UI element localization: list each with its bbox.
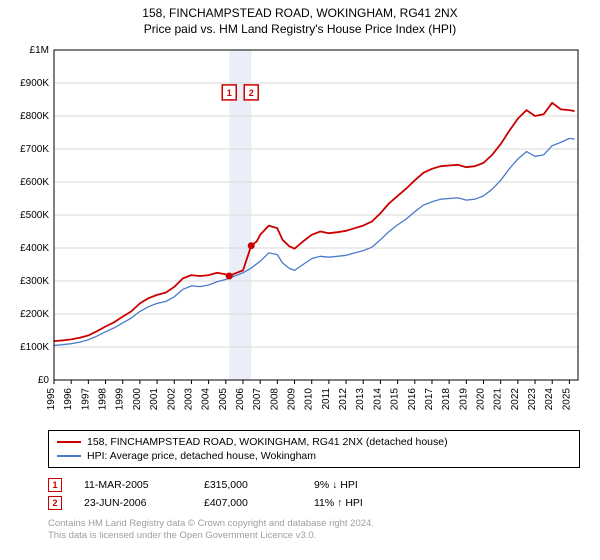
title-sub: Price paid vs. HM Land Registry's House … [0,22,600,36]
line-chart: £0 £100K £200K £300K £400K £500K £600K £700K £80… [10,44,590,424]
svg-text:2003: 2003 [183,388,194,411]
svg-text:2020: 2020 [476,388,487,411]
svg-text:2004: 2004 [201,388,212,411]
sale-marker: 2 [48,496,62,510]
svg-text:2024: 2024 [544,388,555,411]
sale-row: 1 11-MAR-2005£315,0009% ↓ HPI [48,476,580,494]
legend-swatch [57,441,81,443]
svg-text:2025: 2025 [561,388,572,411]
svg-text:2014: 2014 [372,388,383,411]
svg-text:£700K: £700K [20,144,49,155]
svg-text:2: 2 [249,88,254,98]
svg-text:2015: 2015 [390,388,401,411]
svg-text:2019: 2019 [458,388,469,411]
footer: Contains HM Land Registry data © Crown c… [48,518,580,543]
svg-text:£300K: £300K [20,276,49,287]
svg-text:2009: 2009 [287,388,298,411]
sale-row: 2 23-JUN-2006£407,00011% ↑ HPI [48,494,580,512]
sale-diff: 11% ↑ HPI [314,497,414,509]
svg-text:2018: 2018 [441,388,452,411]
legend: 158, FINCHAMPSTEAD ROAD, WOKINGHAM, RG41… [48,430,580,468]
sale-diff: 9% ↓ HPI [314,479,414,491]
svg-text:2005: 2005 [218,388,229,411]
svg-text:1997: 1997 [80,388,91,411]
svg-text:2012: 2012 [338,388,349,411]
svg-text:2022: 2022 [510,388,521,411]
legend-swatch [57,455,81,457]
svg-text:2013: 2013 [355,388,366,411]
chart-container: { "title_main": "158, FINCHAMPSTEAD ROAD… [0,0,600,560]
legend-item: HPI: Average price, detached house, Woki… [57,449,571,463]
svg-text:2006: 2006 [235,388,246,411]
sale-marker: 1 [48,478,62,492]
svg-text:£600K: £600K [20,177,49,188]
svg-text:1998: 1998 [98,388,109,411]
legend-label: HPI: Average price, detached house, Woki… [87,450,316,462]
title-main: 158, FINCHAMPSTEAD ROAD, WOKINGHAM, RG41… [0,6,600,20]
chart-area: £0 £100K £200K £300K £400K £500K £600K £700K £80… [10,44,590,424]
sale-price: £407,000 [204,497,314,509]
legend-item: 158, FINCHAMPSTEAD ROAD, WOKINGHAM, RG41… [57,435,571,449]
svg-text:2001: 2001 [149,388,160,411]
svg-text:2017: 2017 [424,388,435,411]
svg-text:£200K: £200K [20,309,49,320]
titles: 158, FINCHAMPSTEAD ROAD, WOKINGHAM, RG41… [0,0,600,36]
footer-line-2: This data is licensed under the Open Gov… [48,530,580,542]
svg-text:2000: 2000 [132,388,143,411]
svg-text:2021: 2021 [493,388,504,411]
sales-list: 1 11-MAR-2005£315,0009% ↓ HPI 2 23-JUN-2006… [48,476,580,512]
svg-text:1996: 1996 [63,388,74,411]
svg-text:£500K: £500K [20,210,49,221]
svg-text:2016: 2016 [407,388,418,411]
svg-text:£400K: £400K [20,243,49,254]
sale-date: 23-JUN-2006 [84,497,204,509]
sale-price: £315,000 [204,479,314,491]
svg-text:2002: 2002 [166,388,177,411]
svg-text:2023: 2023 [527,388,538,411]
sale-date: 11-MAR-2005 [84,479,204,491]
svg-text:2007: 2007 [252,388,263,411]
footer-line-1: Contains HM Land Registry data © Crown c… [48,518,580,530]
svg-text:2011: 2011 [321,388,332,410]
svg-text:2008: 2008 [269,388,280,411]
svg-text:£900K: £900K [20,78,49,89]
legend-label: 158, FINCHAMPSTEAD ROAD, WOKINGHAM, RG41… [87,436,448,448]
svg-text:2010: 2010 [304,388,315,411]
svg-text:1999: 1999 [115,388,126,411]
svg-text:£100K: £100K [20,342,49,353]
svg-text:1995: 1995 [46,388,57,411]
svg-text:1: 1 [227,88,232,98]
svg-text:£800K: £800K [20,111,49,122]
svg-text:£1M: £1M [30,45,49,56]
svg-text:£0: £0 [38,375,50,386]
